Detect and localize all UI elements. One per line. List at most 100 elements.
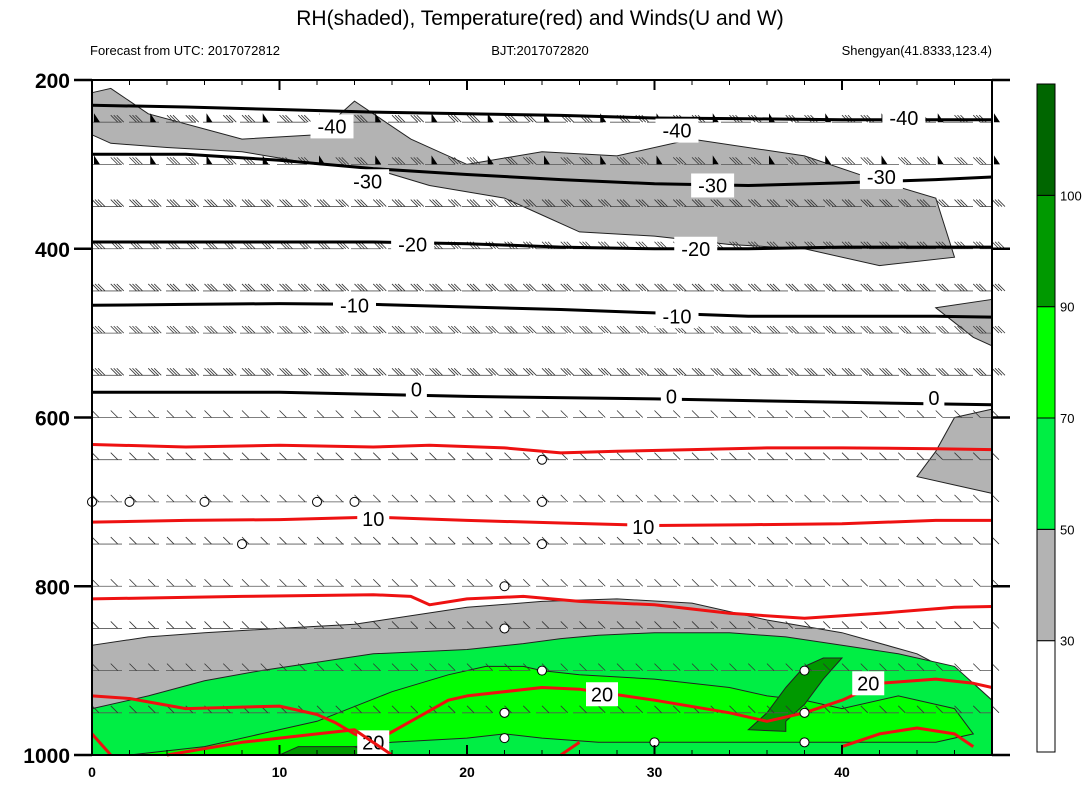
wind-barb-feather: [822, 283, 831, 292]
wind-barb-feather: [978, 157, 987, 165]
wind-barb-feather: [694, 283, 703, 292]
rh-region-30-2: [916, 408, 993, 495]
wind-barb-feather: [841, 325, 850, 334]
wind-barb-feather: [394, 325, 403, 334]
wind-barb-feather: [472, 325, 481, 334]
wind-barb-feather: [729, 494, 737, 503]
wind-barb-feather: [697, 368, 706, 376]
wind-barb-feather: [807, 283, 815, 292]
wind-barb-feather: [135, 199, 143, 207]
isotherm-label-bg: [357, 506, 390, 531]
wind-barb-feather: [916, 578, 925, 587]
wind-barb-feather: [935, 536, 944, 545]
wind-barb-feather: [507, 283, 515, 292]
wind-barb-feather: [978, 283, 987, 292]
wind-barb-feather: [954, 368, 962, 376]
wind-barb-feather: [416, 157, 425, 165]
wind-barb-feather: [897, 199, 906, 207]
wind-barb-feather: [804, 283, 812, 292]
isotherm-label-20: 20: [591, 684, 613, 706]
wind-barb-feather: [429, 325, 437, 334]
wind-barb-feather: [635, 199, 644, 207]
wind-barb-feather: [429, 410, 437, 418]
wind-barb-feather: [222, 199, 231, 207]
wind-barb-feather: [263, 325, 272, 334]
wind-barb-feather: [129, 199, 137, 207]
wind-barb-feather: [954, 494, 962, 503]
wind-barb-feather: [713, 283, 722, 292]
wind-barb-feather: [357, 283, 365, 292]
wind-barb-feather: [372, 368, 381, 376]
wind-barb-pennant: [881, 155, 888, 165]
wind-barb-feather: [560, 199, 569, 207]
wind-barb-feather: [147, 325, 156, 334]
wind-barb-feather: [975, 283, 984, 292]
wind-barb-feather: [638, 325, 647, 334]
wind-barb-feather: [469, 157, 478, 165]
wind-barb-feather: [110, 283, 119, 292]
wind-barb-feather: [600, 283, 609, 292]
wind-barb-feather: [485, 705, 494, 714]
wind-barb-feather: [129, 157, 137, 165]
forecast-label: Forecast from UTC: 2017072812: [90, 43, 280, 58]
isotherm-label-10: 10: [632, 517, 654, 539]
wind-barb-feather: [922, 283, 931, 292]
wind-barb-feather: [453, 325, 462, 334]
wind-barb-feather: [410, 663, 419, 671]
y-tick-label: 600: [35, 408, 70, 431]
wind-barb-feather: [391, 114, 400, 123]
wind-barb-feather: [447, 705, 456, 714]
isotherm-label-bg: [655, 118, 699, 143]
wind-barb-feather: [222, 114, 231, 123]
wind-barb-feather: [672, 410, 681, 418]
wind-barb-feather: [860, 283, 869, 292]
wind-barb-feather: [394, 114, 403, 123]
wind-barb-feather: [654, 705, 662, 714]
wind-barb-feather: [260, 283, 269, 292]
wind-barb-feather: [469, 325, 478, 334]
wind-barb-feather: [619, 199, 628, 207]
wind-barb-feather: [710, 663, 719, 671]
wind-barb-feather: [600, 199, 609, 207]
wind-barb-feather: [600, 368, 609, 376]
wind-barb-feather: [416, 199, 425, 207]
wind-barb-feather: [207, 199, 215, 207]
wind-barb-feather: [504, 494, 512, 503]
wind-barb-feather: [447, 663, 456, 671]
wind-barb-feather: [394, 199, 403, 207]
isotherm-line-0: [92, 390, 993, 407]
wind-barb-feather: [391, 325, 400, 334]
wind-barb-feather: [466, 536, 475, 545]
wind-barb-feather: [991, 705, 1000, 714]
wind-barb-feather: [885, 283, 893, 292]
wind-barb-feather: [729, 199, 737, 207]
wind-barb-pennant: [825, 155, 832, 165]
wind-barb-feather: [191, 199, 200, 207]
wind-barb-pennant: [150, 155, 157, 165]
isotherm-label-bg: [674, 236, 718, 261]
wind-barb-feather: [222, 621, 231, 629]
wind-barb-feather: [697, 325, 706, 334]
wind-barb-feather: [241, 452, 250, 460]
wind-barb-feather: [416, 283, 425, 292]
wind-barb-feather: [204, 536, 212, 545]
wind-barb-feather: [991, 663, 1000, 671]
wind-barb-feather: [766, 452, 775, 460]
wind-barb-feather: [335, 157, 344, 165]
wind-barb-feather: [222, 578, 231, 587]
wind-barb-feather: [279, 325, 287, 334]
wind-barb-feather: [716, 199, 725, 207]
wind-barb-feather: [166, 325, 175, 334]
wind-barb-feather: [491, 325, 500, 334]
wind-barb-feather: [453, 157, 462, 165]
wind-barb-feather: [860, 452, 869, 460]
wind-barb-feather: [91, 705, 100, 714]
wind-barb-feather: [735, 325, 743, 334]
wind-barb-feather: [357, 157, 365, 165]
wind-barb-feather: [391, 578, 400, 587]
wind-barb-feather: [485, 536, 494, 545]
wind-barb-feather: [922, 199, 931, 207]
calm-wind-marker: [499, 733, 510, 744]
wind-barb-feather: [807, 157, 815, 165]
wind-barb-feather: [260, 494, 269, 503]
